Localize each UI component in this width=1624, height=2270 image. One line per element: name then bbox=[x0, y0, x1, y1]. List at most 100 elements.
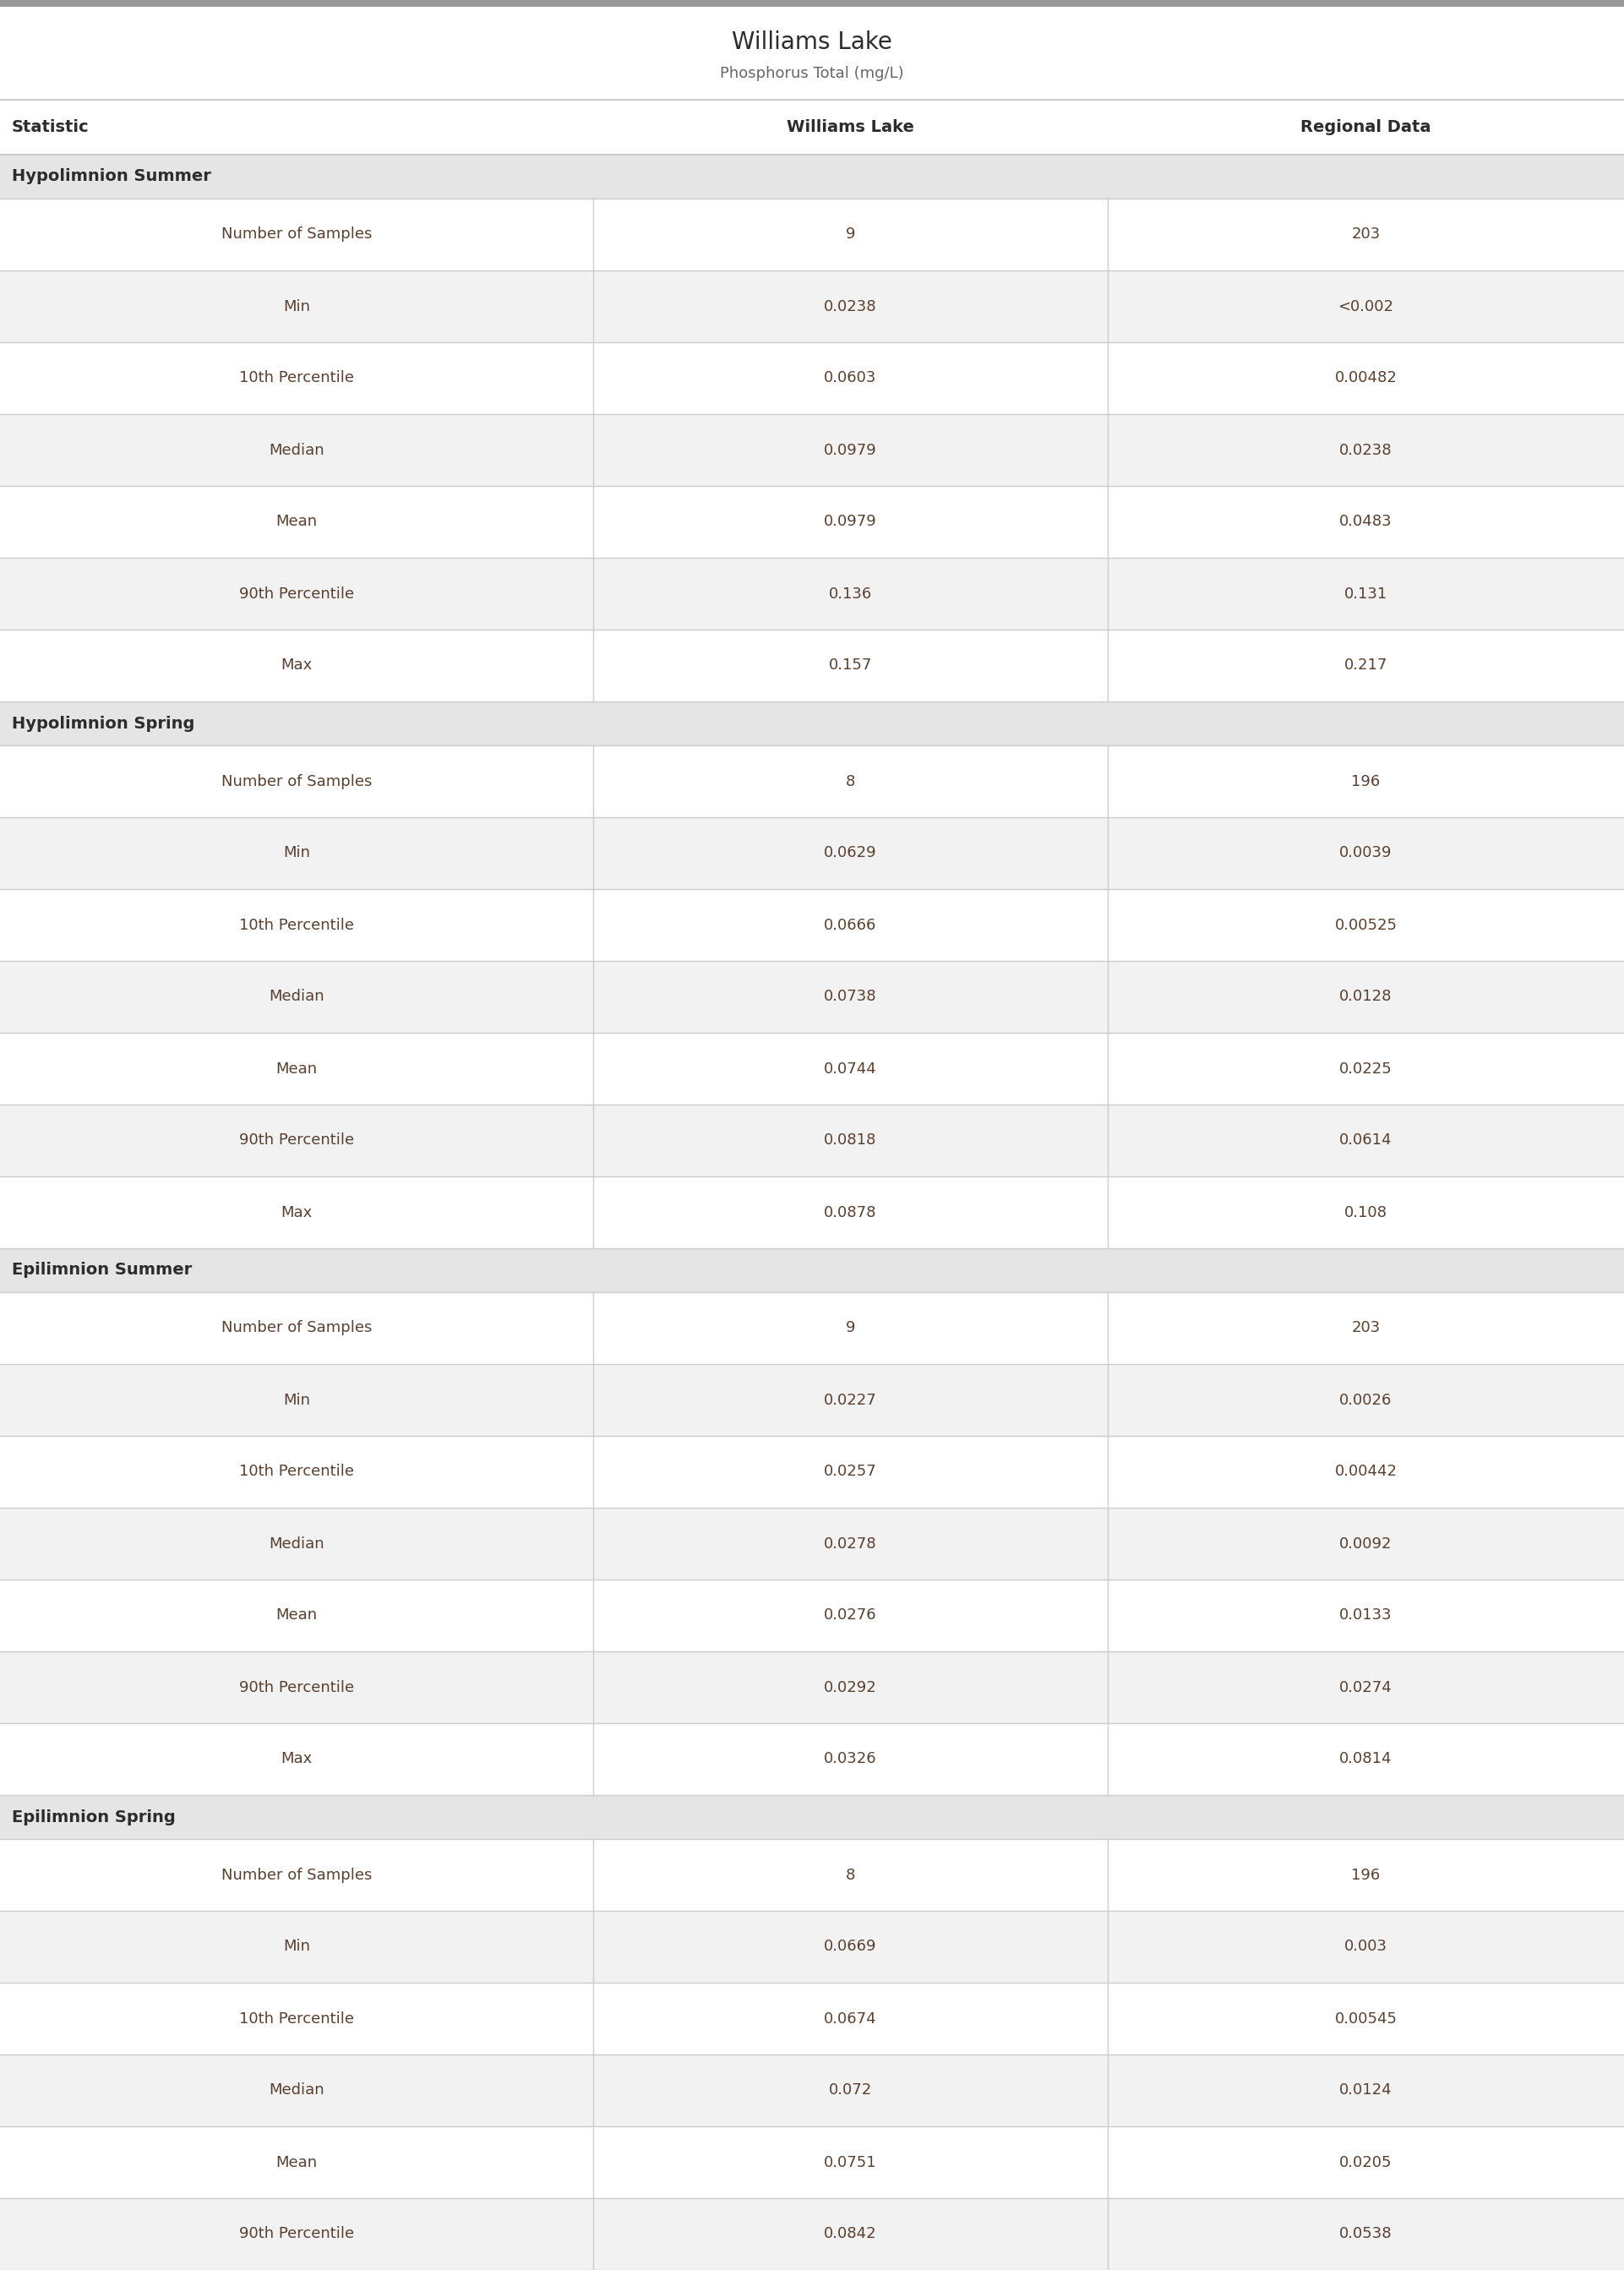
Bar bbox=[0, 413, 1624, 486]
Text: 0.072: 0.072 bbox=[828, 2084, 872, 2097]
Text: Median: Median bbox=[268, 1537, 325, 1550]
Bar bbox=[0, 1292, 1624, 1364]
Text: 10th Percentile: 10th Percentile bbox=[239, 2011, 354, 2027]
Text: Min: Min bbox=[283, 1939, 310, 1954]
Text: Number of Samples: Number of Samples bbox=[221, 1868, 372, 1882]
Bar bbox=[0, 1580, 1624, 1650]
Text: 0.0227: 0.0227 bbox=[823, 1392, 877, 1407]
Text: 0.131: 0.131 bbox=[1345, 586, 1387, 602]
Bar bbox=[0, 2127, 1624, 2197]
Text: 0.0738: 0.0738 bbox=[823, 990, 877, 1003]
Text: Phosphorus Total (mg/L): Phosphorus Total (mg/L) bbox=[719, 66, 905, 82]
Text: 0.0257: 0.0257 bbox=[823, 1464, 877, 1480]
Bar bbox=[0, 960, 1624, 1033]
Text: 9: 9 bbox=[846, 227, 854, 243]
Bar bbox=[0, 1796, 1624, 1839]
Text: 0.0674: 0.0674 bbox=[823, 2011, 877, 2027]
Bar bbox=[0, 558, 1624, 629]
Text: 0.0238: 0.0238 bbox=[1340, 443, 1392, 459]
Bar bbox=[0, 197, 1624, 270]
Text: 0.0039: 0.0039 bbox=[1340, 844, 1392, 860]
Text: Williams Lake: Williams Lake bbox=[732, 30, 892, 54]
Text: 203: 203 bbox=[1351, 1321, 1380, 1335]
Text: 0.157: 0.157 bbox=[828, 658, 872, 674]
Bar bbox=[0, 0, 1624, 7]
Bar bbox=[0, 1839, 1624, 1911]
Bar bbox=[0, 745, 1624, 817]
Text: Mean: Mean bbox=[276, 515, 317, 529]
Text: 0.00442: 0.00442 bbox=[1335, 1464, 1397, 1480]
Bar bbox=[0, 1507, 1624, 1580]
Text: Statistic: Statistic bbox=[11, 118, 89, 136]
Bar bbox=[0, 1911, 1624, 1982]
Bar bbox=[0, 629, 1624, 701]
Text: 0.0614: 0.0614 bbox=[1340, 1133, 1392, 1149]
Text: 8: 8 bbox=[846, 1868, 854, 1882]
Text: 0.0603: 0.0603 bbox=[823, 370, 877, 386]
Text: Median: Median bbox=[268, 990, 325, 1003]
Text: 0.0274: 0.0274 bbox=[1340, 1680, 1392, 1696]
Text: Max: Max bbox=[281, 658, 312, 674]
Text: 0.0483: 0.0483 bbox=[1340, 515, 1392, 529]
Text: 0.00525: 0.00525 bbox=[1335, 917, 1397, 933]
Text: Mean: Mean bbox=[276, 2154, 317, 2170]
Text: 0.0092: 0.0092 bbox=[1340, 1537, 1392, 1550]
Text: <0.002: <0.002 bbox=[1338, 300, 1393, 313]
Text: Epilimnion Spring: Epilimnion Spring bbox=[11, 1809, 175, 1825]
Text: Number of Samples: Number of Samples bbox=[221, 774, 372, 790]
Text: Max: Max bbox=[281, 1752, 312, 1766]
Bar bbox=[0, 1249, 1624, 1292]
Text: 0.00482: 0.00482 bbox=[1335, 370, 1397, 386]
Bar bbox=[0, 1105, 1624, 1176]
Text: 0.0818: 0.0818 bbox=[823, 1133, 877, 1149]
Text: 0.0629: 0.0629 bbox=[823, 844, 877, 860]
Text: 90th Percentile: 90th Percentile bbox=[239, 1133, 354, 1149]
Bar bbox=[0, 1437, 1624, 1507]
Text: 10th Percentile: 10th Percentile bbox=[239, 917, 354, 933]
Bar bbox=[0, 1364, 1624, 1437]
Text: 0.0979: 0.0979 bbox=[823, 443, 877, 459]
Text: 196: 196 bbox=[1351, 774, 1380, 790]
Bar bbox=[0, 2054, 1624, 2127]
Text: 10th Percentile: 10th Percentile bbox=[239, 1464, 354, 1480]
Bar bbox=[0, 270, 1624, 343]
Text: 196: 196 bbox=[1351, 1868, 1380, 1882]
Text: 0.0205: 0.0205 bbox=[1340, 2154, 1392, 2170]
Text: 90th Percentile: 90th Percentile bbox=[239, 586, 354, 602]
Text: 0.0238: 0.0238 bbox=[823, 300, 877, 313]
Text: 0.0751: 0.0751 bbox=[823, 2154, 877, 2170]
Bar bbox=[0, 343, 1624, 413]
Bar bbox=[0, 2197, 1624, 2270]
Text: Epilimnion Summer: Epilimnion Summer bbox=[11, 1262, 192, 1278]
Text: 8: 8 bbox=[846, 774, 854, 790]
Text: Number of Samples: Number of Samples bbox=[221, 227, 372, 243]
Text: Regional Data: Regional Data bbox=[1301, 118, 1431, 136]
Bar bbox=[0, 890, 1624, 960]
Text: 0.003: 0.003 bbox=[1345, 1939, 1387, 1954]
Text: 9: 9 bbox=[846, 1321, 854, 1335]
Text: 0.0326: 0.0326 bbox=[823, 1752, 877, 1766]
Bar bbox=[0, 1650, 1624, 1723]
Text: 0.217: 0.217 bbox=[1345, 658, 1387, 674]
Text: Median: Median bbox=[268, 443, 325, 459]
Text: 0.108: 0.108 bbox=[1345, 1205, 1387, 1219]
Text: 0.0669: 0.0669 bbox=[823, 1939, 877, 1954]
Text: Mean: Mean bbox=[276, 1607, 317, 1623]
Text: 0.0133: 0.0133 bbox=[1340, 1607, 1392, 1623]
Text: 0.0026: 0.0026 bbox=[1340, 1392, 1392, 1407]
Bar bbox=[0, 486, 1624, 558]
Text: 90th Percentile: 90th Percentile bbox=[239, 1680, 354, 1696]
Text: Hypolimnion Summer: Hypolimnion Summer bbox=[11, 168, 211, 184]
Text: 0.0538: 0.0538 bbox=[1340, 2227, 1392, 2243]
Text: 0.0979: 0.0979 bbox=[823, 515, 877, 529]
Text: Median: Median bbox=[268, 2084, 325, 2097]
Text: Mean: Mean bbox=[276, 1060, 317, 1076]
Bar bbox=[0, 1033, 1624, 1105]
Bar bbox=[0, 817, 1624, 890]
Text: 0.0814: 0.0814 bbox=[1340, 1752, 1392, 1766]
Text: 0.0744: 0.0744 bbox=[823, 1060, 877, 1076]
Text: Hypolimnion Spring: Hypolimnion Spring bbox=[11, 715, 195, 731]
Text: 90th Percentile: 90th Percentile bbox=[239, 2227, 354, 2243]
Text: Number of Samples: Number of Samples bbox=[221, 1321, 372, 1335]
Bar bbox=[0, 701, 1624, 745]
